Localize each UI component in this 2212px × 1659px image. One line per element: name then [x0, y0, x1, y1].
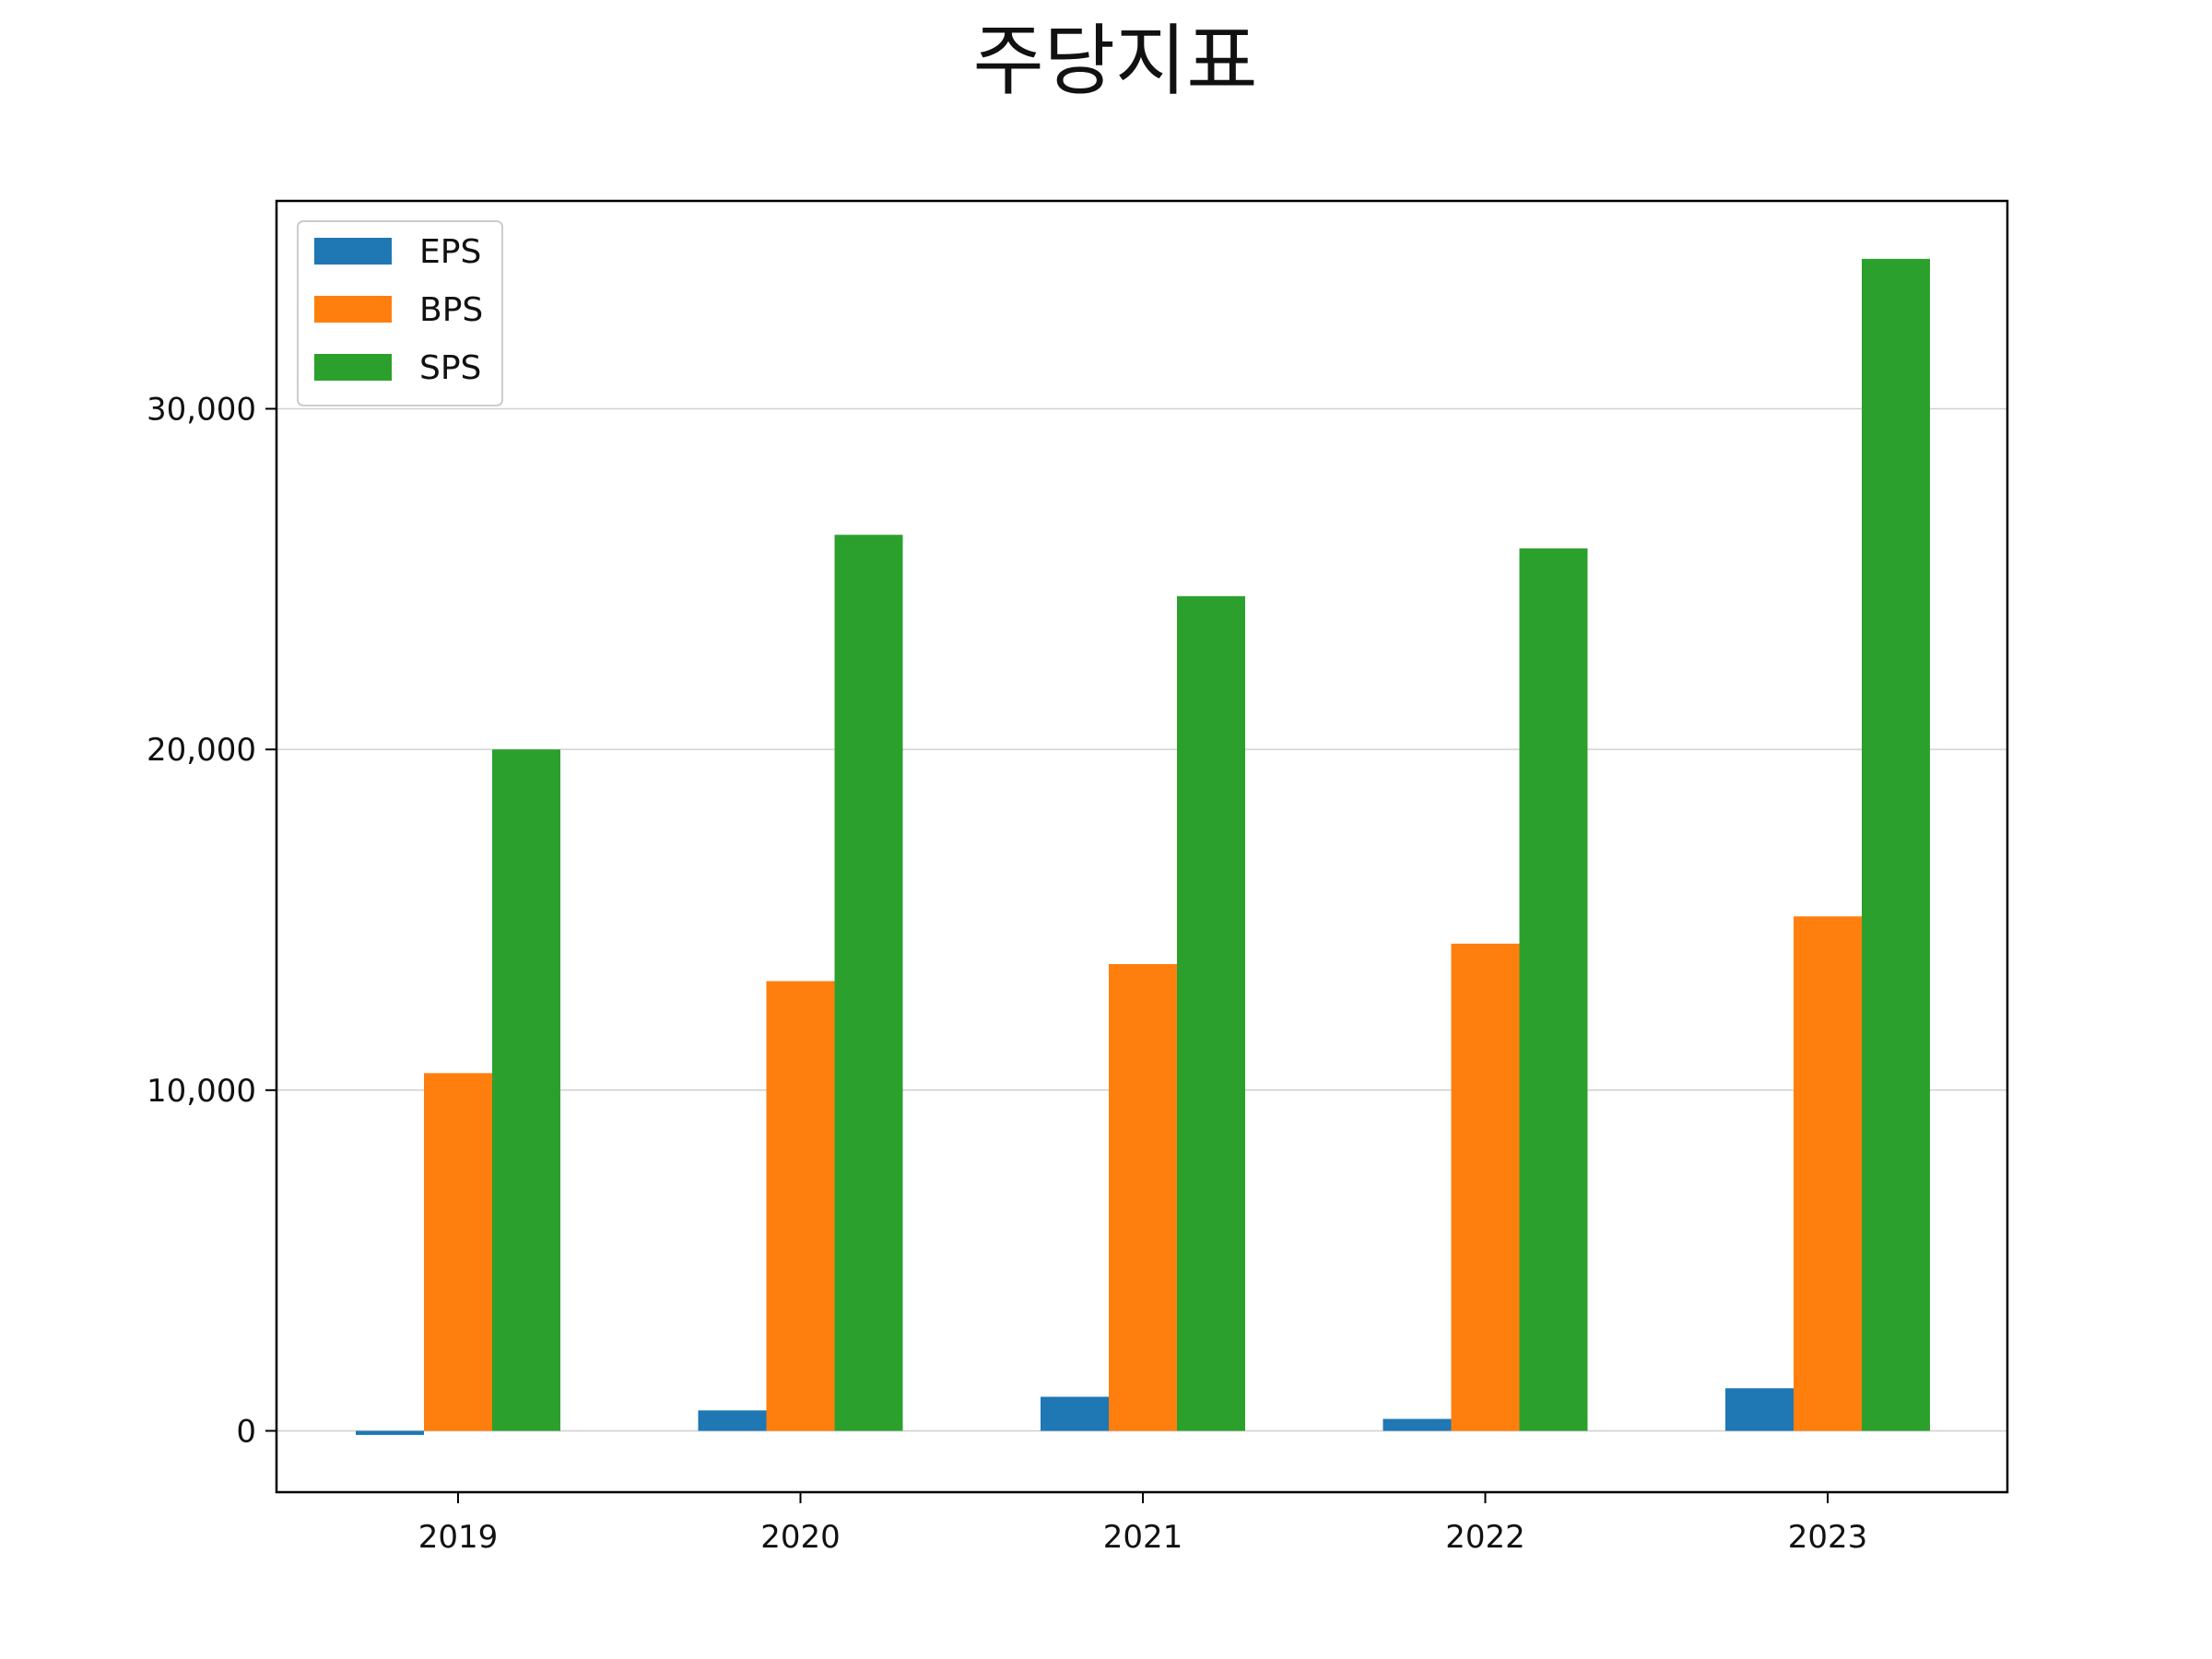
y-tick-label: 20,000	[147, 732, 256, 769]
x-tick-label: 2022	[1445, 1519, 1525, 1556]
bar-bps-2021	[1109, 964, 1177, 1431]
y-tick-label: 10,000	[147, 1073, 256, 1110]
y-axis: 0 10,000 20,000 30,000	[147, 391, 276, 1450]
x-tick-label: 2023	[1788, 1519, 1868, 1556]
y-tick-label: 0	[236, 1413, 256, 1450]
legend-label-sps: SPS	[419, 349, 481, 387]
bar-eps-2020	[698, 1410, 767, 1431]
bar-bps-2020	[766, 981, 835, 1431]
legend-items: EPS BPS SPS	[314, 233, 483, 387]
bar-eps-2021	[1041, 1396, 1109, 1431]
x-tick-label: 2021	[1103, 1519, 1183, 1556]
x-tick-label: 2019	[418, 1519, 499, 1556]
bar-eps-2019	[356, 1430, 424, 1435]
plot-area: 0 10,000 20,000 30,000 2019 2020 2021 2022 2023	[147, 199, 2009, 1556]
legend-label-eps: EPS	[419, 233, 481, 271]
bar-sps-2021	[1177, 595, 1245, 1431]
legend-swatch-sps	[314, 354, 392, 381]
bar-eps-2023	[1725, 1388, 1794, 1431]
legend-label-bps: BPS	[419, 291, 483, 329]
chart-title: 주당지표	[972, 16, 1257, 106]
bar-eps-2022	[1382, 1418, 1452, 1431]
bar-bps-2019	[424, 1073, 492, 1431]
x-axis: 2019 2020 2021 2022 2023	[418, 1492, 1868, 1556]
legend: EPS BPS SPS	[297, 220, 503, 406]
bar-sps-2020	[834, 535, 903, 1431]
bar-bps-2023	[1794, 916, 1862, 1431]
legend-swatch-eps	[314, 238, 392, 265]
bar-sps-2019	[492, 749, 560, 1431]
legend-swatch-bps	[314, 296, 392, 323]
gridlines	[276, 407, 2007, 1432]
y-tick-label: 30,000	[147, 391, 256, 428]
bar-sps-2022	[1519, 548, 1588, 1431]
x-tick-label: 2020	[760, 1519, 841, 1556]
bars	[356, 258, 1930, 1435]
bar-bps-2022	[1451, 943, 1520, 1431]
bar-sps-2023	[1862, 258, 1930, 1431]
